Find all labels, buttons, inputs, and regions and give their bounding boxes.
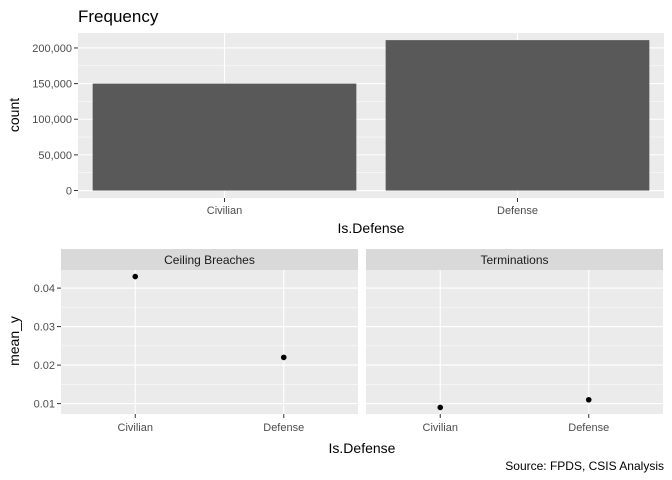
- y-tick-label: 50,000: [38, 150, 72, 162]
- y-tick-label: 0.02: [34, 360, 55, 372]
- point-ceiling-breaches-defense: [280, 354, 287, 361]
- chart-title: Frequency: [78, 7, 159, 26]
- bars: [92, 40, 650, 191]
- y-tick-label: 0.01: [34, 399, 55, 411]
- point-terminations-defense: [585, 396, 592, 403]
- facet-y-ticks: 0.01 0.02 0.03 0.04: [34, 283, 61, 411]
- source-caption: Source: FPDS, CSIS Analysis: [505, 459, 664, 473]
- bar-y-ticks: 0 50,000 100,000 150,000 200,000: [32, 43, 78, 198]
- y-tick-label: 0.03: [34, 322, 55, 334]
- x-tick-label: Defense: [497, 205, 538, 217]
- facet-strip-label: Ceiling Breaches: [164, 253, 255, 267]
- facet-x-axis-title: Is.Defense: [329, 440, 396, 456]
- point-terminations-civilian: [437, 404, 444, 411]
- facet-terminations: Terminations Civilian Defense: [366, 249, 663, 434]
- facet-strip-label: Terminations: [480, 253, 548, 267]
- point-ceiling-breaches-civilian: [132, 273, 139, 280]
- x-tick-label: Civilian: [423, 422, 458, 434]
- bar-civilian: [92, 83, 357, 191]
- y-tick-label: 0: [66, 186, 72, 198]
- x-tick-label: Defense: [568, 422, 609, 434]
- facet-y-axis-title: mean_y: [6, 316, 22, 366]
- x-tick-label: Defense: [263, 422, 304, 434]
- bar-x-ticks: Civilian Defense: [207, 198, 538, 217]
- y-tick-label: 150,000: [32, 79, 72, 91]
- facet-strip: [61, 249, 358, 270]
- bar-y-axis-title: count: [6, 98, 22, 132]
- x-tick-label: Civilian: [118, 422, 153, 434]
- facet-ceiling-breaches: Ceiling Breaches Civilian Defense: [61, 249, 358, 434]
- facet-panel: [366, 270, 663, 414]
- y-tick-label: 200,000: [32, 43, 72, 55]
- y-tick-label: 0.04: [34, 283, 55, 295]
- bar-x-axis-title: Is.Defense: [338, 220, 405, 236]
- frequency-chart: Frequency 0 50,000 100,000 150,000 200,000 C…: [6, 7, 664, 236]
- x-tick-label: Civilian: [207, 205, 242, 217]
- y-tick-label: 100,000: [32, 114, 72, 126]
- facet-strip: [366, 249, 663, 270]
- bar-defense: [385, 40, 650, 191]
- facet-panel: [61, 270, 358, 414]
